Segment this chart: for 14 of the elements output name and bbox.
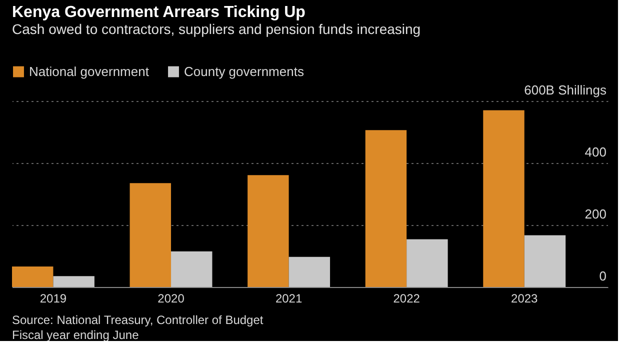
y-tick-label: 0 [599,268,606,284]
y-tick-label: 600B Shillings [524,82,607,98]
x-tick-label: 2019 [40,292,67,306]
x-tick-label: 2023 [511,292,538,306]
y-tick-label: 400 [584,144,606,160]
legend-label: County governments [184,64,304,79]
source-note: Source: National Treasury, Controller of Budget [12,313,264,327]
chart-title: Kenya Government Arrears Ticking Up [12,4,306,21]
y-tick-label: 200 [584,206,606,222]
x-tick-label: 2021 [275,292,302,306]
x-tick-label: 2022 [393,292,420,306]
chart-subtitle: Cash owed to contractors, suppliers and pension funds increasing [12,21,421,37]
x-tick-label: 2020 [158,292,185,306]
legend-label: National government [29,64,150,79]
